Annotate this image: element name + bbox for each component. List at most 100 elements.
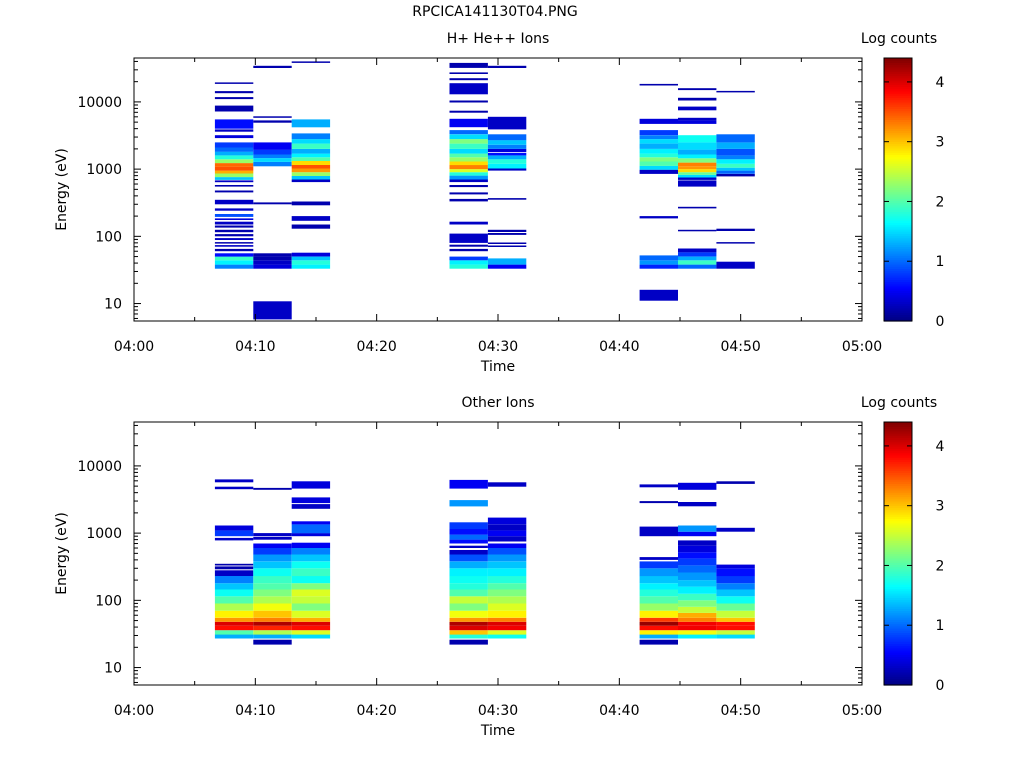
colorbar-segment: [884, 586, 912, 590]
heatmap-cell: [487, 517, 527, 525]
heatmap-cell: [678, 634, 717, 639]
colorbar-segment: [884, 119, 912, 123]
heatmap-cell: [214, 634, 254, 639]
colorbar-segment: [884, 619, 912, 623]
y-tick-label: 100: [95, 229, 122, 245]
colorbar-segment: [884, 257, 912, 261]
colorbar-segment: [884, 454, 912, 458]
colorbar-segment: [884, 290, 912, 294]
colorbar-tick-label: 1: [936, 618, 945, 634]
heatmap-cell: [214, 190, 254, 193]
heatmap-cell: [253, 161, 292, 167]
heatmap-cell: [487, 536, 527, 542]
colorbar-segment: [884, 264, 912, 267]
heatmap-cell: [449, 539, 488, 544]
colorbar-segment: [884, 560, 912, 563]
colorbar-segment: [884, 279, 912, 283]
heatmap-cell: [487, 264, 527, 269]
colorbar-segment: [884, 478, 912, 482]
heatmap-cell: [678, 162, 717, 167]
heatmap-cell: [487, 634, 527, 639]
heatmap-cell: [214, 119, 254, 129]
heatmap-cell: [214, 147, 254, 152]
colorbar-segment: [884, 516, 912, 520]
colorbar-segment: [884, 660, 912, 664]
colorbar-segment: [884, 468, 912, 471]
heatmap-cell: [449, 630, 488, 635]
heatmap-cell: [639, 255, 678, 261]
heatmap-cell: [678, 565, 717, 573]
colorbar-segment: [884, 514, 912, 517]
x-axis-label: Time: [480, 359, 515, 375]
heatmap-cell: [716, 155, 755, 160]
y-tick-label: 10000: [77, 459, 122, 475]
heatmap-cell: [716, 603, 755, 611]
colorbar-tick-label: 0: [936, 678, 945, 694]
heatmap-cell: [449, 529, 488, 535]
heatmap-cell: [639, 83, 678, 86]
heatmap-cell: [487, 596, 527, 604]
heatmap-cell: [716, 610, 755, 618]
heatmap-cell: [253, 154, 292, 159]
heatmap-cell: [678, 260, 717, 265]
heatmap-cell: [639, 264, 678, 269]
heatmap-cell: [487, 543, 527, 548]
colorbar-segment: [884, 130, 912, 134]
heatmap-cell: [716, 527, 755, 532]
y-tick-label: 1000: [86, 162, 122, 178]
colorbar-segment: [884, 114, 912, 118]
heatmap-cell: [449, 153, 488, 158]
colorbar-segment: [884, 285, 912, 289]
colorbar-segment: [884, 546, 912, 550]
heatmap-cell: [291, 252, 331, 257]
heatmap-cell: [678, 606, 717, 613]
heatmap-cell: [253, 256, 292, 261]
heatmap-cell: [678, 252, 717, 257]
heatmap-cell: [639, 135, 678, 140]
colorbar-segment: [884, 158, 912, 162]
colorbar-segment: [884, 228, 912, 232]
colorbar-segment: [884, 244, 912, 248]
heatmap-cell: [253, 630, 292, 635]
colorbar-segment: [884, 470, 912, 474]
heatmap-cell: [291, 568, 331, 577]
heatmap-cell: [449, 134, 488, 140]
heatmap-cell: [253, 617, 292, 622]
heatmap-cell: [639, 583, 678, 590]
heatmap-cell: [487, 524, 527, 531]
heatmap-cell: [214, 229, 254, 233]
colorbar-segment: [884, 182, 912, 186]
heatmap-cell: [716, 564, 755, 569]
heatmap-cell: [487, 621, 527, 626]
heatmap-cell: [214, 256, 254, 261]
heatmap-cell: [253, 116, 292, 118]
colorbar-segment: [884, 294, 912, 298]
heatmap-cell: [214, 625, 254, 631]
colorbar-segment: [884, 665, 912, 669]
heatmap-cell: [291, 504, 331, 509]
heatmap-cell: [639, 484, 678, 488]
colorbar-segment: [884, 231, 912, 234]
colorbar-segment: [884, 58, 912, 61]
heatmap-cell: [449, 500, 488, 507]
colorbar-segment: [884, 305, 912, 309]
heatmap-cell: [214, 151, 254, 156]
colorbar-segment: [884, 584, 912, 587]
heatmap-cell: [449, 610, 488, 618]
heatmap-cell: [639, 143, 678, 149]
heatmap-cell: [639, 165, 678, 170]
colorbar-segment: [884, 575, 912, 579]
heatmap-cell: [253, 610, 292, 618]
x-tick-label: 04:30: [478, 339, 518, 355]
heatmap-cell: [449, 100, 488, 103]
heatmap-cell: [253, 548, 292, 555]
colorbar-segment: [884, 75, 912, 79]
heatmap-cell: [214, 238, 254, 240]
colorbar-segment: [884, 71, 912, 74]
heatmap-cell: [214, 170, 254, 174]
colorbar-segment: [884, 84, 912, 88]
heatmap-cell: [214, 596, 254, 604]
heatmap-cell: [678, 166, 717, 170]
colorbar-segment: [884, 652, 912, 655]
heatmap-cell: [214, 221, 254, 225]
